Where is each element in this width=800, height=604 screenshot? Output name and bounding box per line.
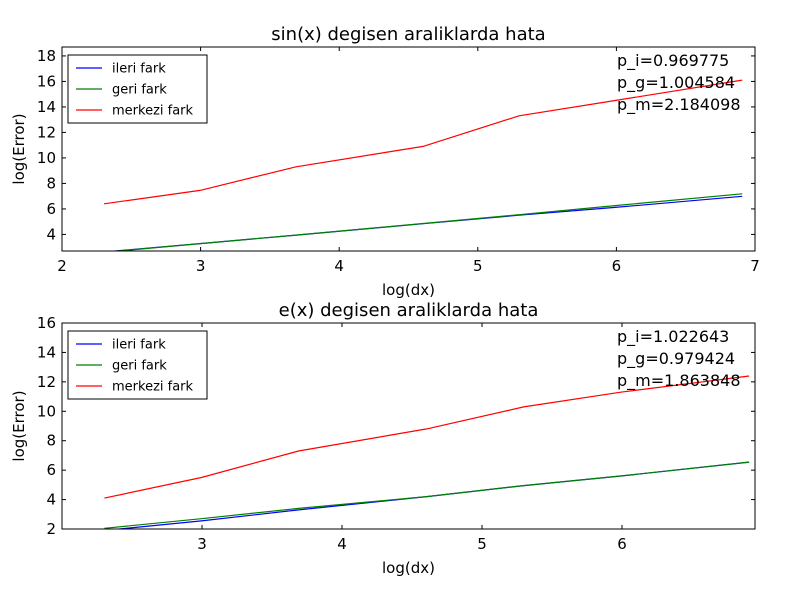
y-tick-label: 6 xyxy=(46,461,56,479)
x-tick-label: 5 xyxy=(477,535,487,553)
x-tick-label: 2 xyxy=(57,257,67,275)
x-tick-label: 4 xyxy=(337,535,347,553)
legend-label: geri fark xyxy=(112,83,167,98)
legend-label: merkezi fark xyxy=(112,380,194,395)
annotation-2: p_g=0.979424 xyxy=(617,349,735,369)
legend-label: geri fark xyxy=(112,359,167,374)
y-tick-label: 12 xyxy=(37,373,56,391)
x-axis-label: log(dx) xyxy=(382,281,435,299)
y-axis-label: log(Error) xyxy=(10,390,28,461)
series-line-3 xyxy=(103,79,743,205)
x-tick-label: 3 xyxy=(196,257,206,275)
y-tick-label: 14 xyxy=(37,98,56,116)
y-tick-label: 18 xyxy=(37,47,56,65)
annotation-1: p_i=0.969775 xyxy=(617,51,729,71)
y-tick-label: 2 xyxy=(46,520,56,538)
x-tick-label: 4 xyxy=(334,257,344,275)
series-line-2 xyxy=(111,193,743,251)
x-tick-label: 6 xyxy=(612,257,622,275)
y-tick-label: 10 xyxy=(37,402,56,420)
series-line-3 xyxy=(104,375,750,499)
y-tick-label: 10 xyxy=(37,149,56,167)
annotation-1: p_i=1.022643 xyxy=(617,327,729,347)
y-tick-label: 16 xyxy=(37,72,56,90)
annotation-3: p_m=1.863848 xyxy=(617,371,741,391)
axes-frame xyxy=(61,322,756,530)
y-tick-label: 4 xyxy=(46,491,56,509)
legend-label: merkezi fark xyxy=(112,104,194,119)
y-tick-label: 8 xyxy=(46,174,56,192)
x-tick-label: 6 xyxy=(617,535,627,553)
y-tick-label: 4 xyxy=(46,225,56,243)
chart-title: e(x) degisen araliklarda hata xyxy=(279,300,539,321)
y-tick-label: 6 xyxy=(46,200,56,218)
x-tick-label: 5 xyxy=(473,257,483,275)
chart-title: sin(x) degisen araliklarda hata xyxy=(271,24,545,45)
x-axis-label: log(dx) xyxy=(382,559,435,577)
x-tick-label: 3 xyxy=(197,535,207,553)
y-tick-label: 16 xyxy=(37,314,56,332)
y-tick-label: 8 xyxy=(46,432,56,450)
annotation-2: p_g=1.004584 xyxy=(617,73,735,93)
y-tick-label: 14 xyxy=(37,343,56,361)
series-line-2 xyxy=(104,461,750,529)
annotation-3: p_m=2.184098 xyxy=(617,95,741,115)
plot-1: 2 3 4 5 6 7 4 6 8 10 12 14 16 18 sin(x) degisen aralik… xyxy=(10,24,760,299)
y-axis-label: log(Error) xyxy=(10,113,28,184)
legend-label: ileri fark xyxy=(112,338,166,353)
axes-frame xyxy=(61,46,756,252)
plot-2: 3 4 5 6 2 4 6 8 10 12 14 16 e(x) degisen araliklarda… xyxy=(10,300,756,577)
x-tick-label: 7 xyxy=(750,257,760,275)
legend-label: ileri fark xyxy=(112,62,166,77)
y-tick-label: 12 xyxy=(37,123,56,141)
